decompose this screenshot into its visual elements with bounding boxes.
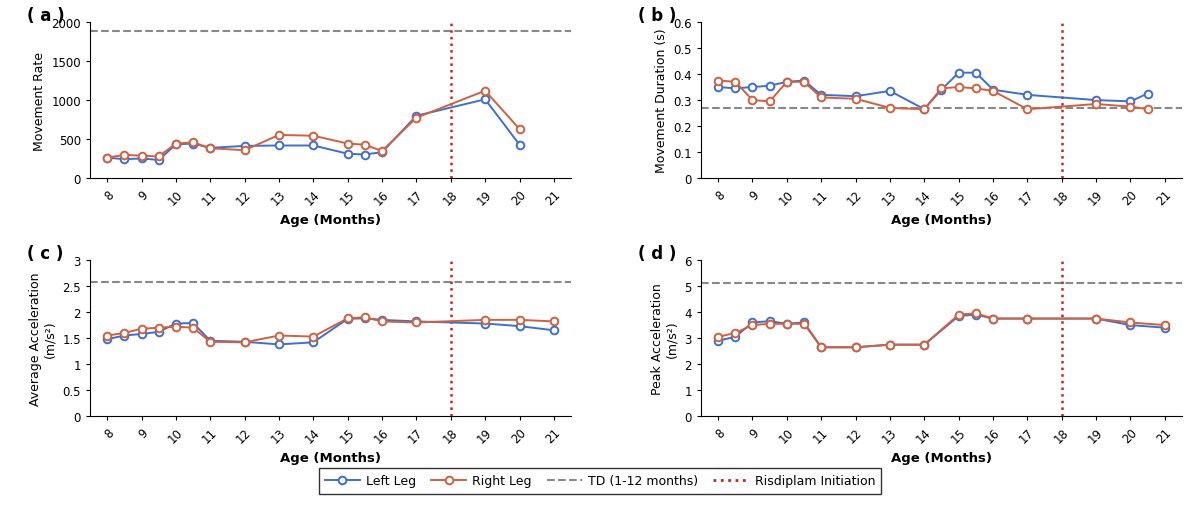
Legend: Left Leg, Right Leg, TD (1-12 months), Risdiplam Initiation: Left Leg, Right Leg, TD (1-12 months), R… — [319, 468, 881, 494]
Y-axis label: Movement Rate: Movement Rate — [32, 52, 46, 150]
X-axis label: Age (Months): Age (Months) — [280, 213, 382, 226]
Y-axis label: Average Acceleration
(m/s²): Average Acceleration (m/s²) — [29, 272, 56, 405]
Text: ( a ): ( a ) — [28, 7, 65, 25]
Text: ( d ): ( d ) — [638, 245, 677, 263]
Y-axis label: Movement Duration (s): Movement Duration (s) — [655, 29, 667, 173]
X-axis label: Age (Months): Age (Months) — [890, 213, 992, 226]
Text: ( c ): ( c ) — [28, 245, 64, 263]
X-axis label: Age (Months): Age (Months) — [280, 451, 382, 464]
Text: ( b ): ( b ) — [638, 7, 677, 25]
X-axis label: Age (Months): Age (Months) — [890, 451, 992, 464]
Y-axis label: Peak Acceleration
(m/s²): Peak Acceleration (m/s²) — [650, 283, 679, 394]
